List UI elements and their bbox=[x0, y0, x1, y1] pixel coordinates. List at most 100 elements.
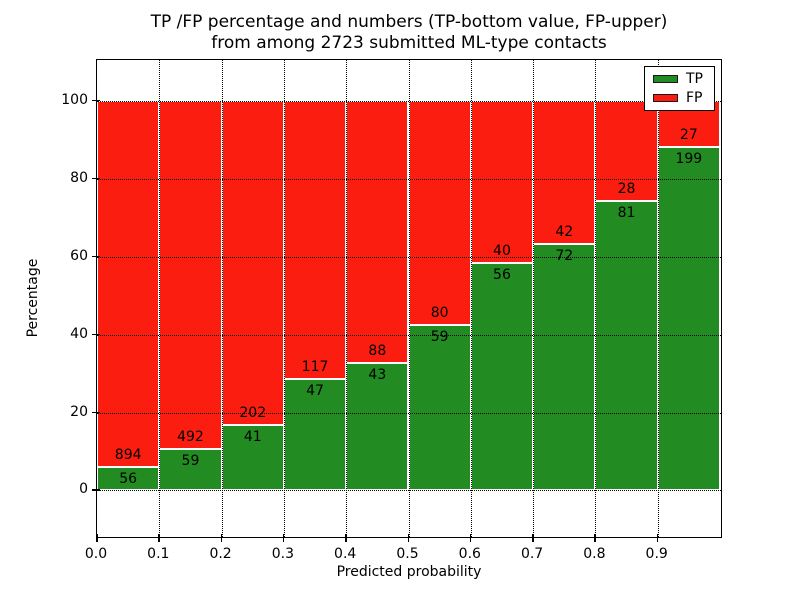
x-gridline bbox=[657, 60, 659, 537]
x-gridline bbox=[533, 60, 535, 537]
bar-group: 80 59 bbox=[408, 60, 471, 537]
bar-segment-tp bbox=[221, 424, 284, 491]
plot-area: TP FP 894 56 492 59 202 41 117 47 88 43 80 59 40 56 42… bbox=[96, 59, 722, 538]
x-gridline bbox=[283, 60, 285, 537]
x-tick-label: 0.6 bbox=[458, 546, 481, 562]
x-gridline bbox=[159, 60, 161, 537]
x-tick-label: 0.5 bbox=[396, 546, 419, 562]
tp-count-label: 59 bbox=[430, 329, 449, 346]
y-tick-mark bbox=[92, 489, 100, 491]
fp-count-label: 27 bbox=[679, 127, 698, 144]
bar-segment-tp bbox=[346, 362, 409, 491]
x-tick-label: 0.9 bbox=[645, 546, 668, 562]
x-axis-label: Predicted probability bbox=[336, 564, 482, 580]
bar-segment-tp bbox=[595, 200, 658, 491]
bar-group: 27 199 bbox=[657, 60, 720, 537]
legend-entry-tp: TP bbox=[653, 71, 714, 87]
x-tick-mark bbox=[345, 534, 347, 542]
fp-count-label: 492 bbox=[177, 428, 204, 445]
tp-count-label: 81 bbox=[617, 204, 636, 221]
x-tick-mark bbox=[158, 534, 160, 542]
bar-segment-tp bbox=[470, 263, 534, 491]
y-gridline bbox=[97, 256, 721, 258]
bar-segment-fp bbox=[221, 100, 284, 425]
bar-group: 40 56 bbox=[470, 60, 534, 537]
bar-group: 88 43 bbox=[346, 60, 409, 537]
chart-title-line1: TP /FP percentage and numbers (TP-bottom… bbox=[150, 12, 668, 32]
x-tick-mark bbox=[594, 534, 596, 542]
chart-title: TP /FP percentage and numbers (TP-bottom… bbox=[96, 12, 722, 54]
fp-swatch-icon bbox=[653, 94, 678, 103]
bar-group: 894 56 bbox=[97, 60, 160, 537]
x-tick-mark bbox=[469, 534, 472, 542]
y-gridline bbox=[97, 490, 721, 492]
bar-segment-fp bbox=[283, 100, 347, 379]
legend-entry-fp: FP bbox=[653, 90, 714, 106]
x-gridline bbox=[470, 60, 472, 537]
x-tick-mark bbox=[407, 534, 409, 542]
fp-count-label: 88 bbox=[368, 342, 387, 359]
y-gridline bbox=[97, 334, 721, 336]
chart-title-line2: from among 2723 submitted ML-type contac… bbox=[211, 33, 607, 53]
bar-group: 202 41 bbox=[221, 60, 284, 537]
x-gridline bbox=[595, 60, 597, 537]
bars-layer: 894 56 492 59 202 41 117 47 88 43 80 59 40 56 42 72 28 81… bbox=[97, 60, 721, 537]
tp-count-label: 56 bbox=[493, 267, 511, 284]
fp-count-label: 42 bbox=[555, 224, 574, 241]
y-tick-label: 80 bbox=[70, 169, 88, 186]
x-gridline bbox=[408, 60, 410, 537]
x-tick-label: 0.3 bbox=[271, 546, 295, 562]
y-tick-mark bbox=[92, 333, 100, 336]
y-tick-mark bbox=[92, 255, 100, 258]
bar-group: 492 59 bbox=[159, 60, 222, 537]
y-gridline bbox=[97, 412, 721, 414]
y-tick-label: 20 bbox=[70, 403, 88, 420]
bar-segment-fp bbox=[97, 100, 160, 468]
x-tick-label: 0.2 bbox=[209, 546, 232, 562]
x-gridline bbox=[346, 60, 348, 537]
x-tick-mark bbox=[96, 534, 98, 542]
bar-segment-tp bbox=[159, 448, 222, 491]
y-tick-mark bbox=[92, 411, 100, 414]
tp-count-label: 47 bbox=[306, 382, 324, 399]
x-tick-label: 0.4 bbox=[334, 546, 357, 562]
tp-count-label: 43 bbox=[368, 366, 387, 383]
bar-segment-fp bbox=[159, 100, 222, 449]
bar-group: 42 72 bbox=[533, 60, 596, 537]
bar-segment-tp bbox=[97, 467, 160, 491]
y-tick-mark bbox=[92, 99, 100, 102]
y-tick-label: 0 bbox=[79, 481, 88, 498]
tp-count-label: 199 bbox=[675, 151, 703, 168]
grid-layer bbox=[97, 60, 721, 537]
tp-count-label: 72 bbox=[555, 248, 574, 265]
y-gridline bbox=[97, 178, 721, 180]
y-tick-label: 100 bbox=[61, 91, 88, 108]
bar-segment-fp bbox=[346, 100, 409, 363]
x-tick-mark bbox=[282, 534, 285, 542]
x-tick-label: 0.7 bbox=[520, 546, 544, 562]
y-tick-label: 40 bbox=[70, 325, 88, 342]
y-tick-mark bbox=[92, 177, 100, 180]
legend-label-fp: FP bbox=[686, 90, 703, 107]
legend-label-tp: TP bbox=[686, 70, 703, 87]
fp-count-label: 40 bbox=[493, 243, 511, 260]
bar-segment-fp bbox=[533, 100, 596, 245]
x-tick-label: 0.1 bbox=[147, 546, 170, 562]
x-tick-mark bbox=[532, 534, 534, 542]
fp-count-label: 117 bbox=[301, 358, 329, 375]
tp-swatch-icon bbox=[653, 74, 678, 83]
y-axis-label: Percentage bbox=[25, 258, 41, 338]
tp-count-label: 56 bbox=[119, 471, 138, 488]
y-tick-label: 60 bbox=[70, 247, 88, 264]
tp-count-label: 59 bbox=[181, 452, 200, 469]
x-tick-mark bbox=[656, 534, 659, 542]
x-gridline bbox=[221, 60, 223, 537]
legend: TP FP bbox=[644, 66, 715, 111]
y-gridline bbox=[97, 100, 721, 102]
tp-count-label: 41 bbox=[243, 428, 262, 445]
bar-segment-tp bbox=[533, 244, 596, 491]
fp-count-label: 80 bbox=[430, 305, 449, 322]
fp-count-label: 28 bbox=[617, 180, 636, 197]
bar-segment-fp bbox=[408, 100, 471, 326]
